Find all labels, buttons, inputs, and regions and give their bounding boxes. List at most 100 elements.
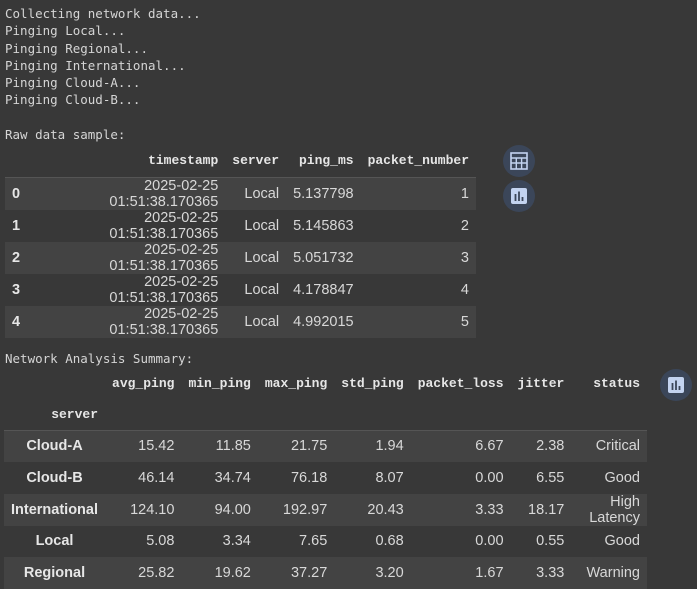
table-cell: 2025-02-25 01:51:38.170365: [27, 241, 226, 274]
table-cell: 76.18: [290, 469, 328, 486]
table-cell: Good: [604, 533, 640, 550]
log-line: Pinging Local...: [5, 23, 126, 39]
table-cell: 46.14: [138, 469, 175, 486]
table-cell: 0.00: [475, 533, 504, 550]
column-header: status: [593, 376, 640, 391]
bar-chart-icon: [668, 377, 684, 393]
table-cell: 2.38: [510, 430, 572, 462]
table-row: Cloud-A 15.42 11.85 21.75 1.94 6.67 2.38 Critic…: [4, 430, 647, 462]
table-cell: 0.00: [475, 469, 504, 486]
table-cell: 5.137798: [286, 177, 361, 210]
table-icon: [510, 152, 528, 170]
row-index: Regional: [4, 557, 106, 589]
column-header: max_ping: [264, 376, 328, 391]
row-index: 1: [12, 217, 21, 234]
table-cell: 4: [460, 281, 469, 298]
table-cell: High Latency: [571, 493, 647, 526]
table-cell: 21.75: [257, 430, 335, 462]
row-index: Cloud-B: [26, 469, 83, 486]
table-cell: 4.992015: [286, 305, 361, 338]
table-cell: 20.43: [334, 493, 411, 526]
log-line: Pinging International...: [5, 57, 186, 73]
table-view-button[interactable]: [503, 145, 535, 177]
column-header: server: [232, 152, 280, 168]
table-cell: 3.34: [222, 533, 251, 550]
table-cell: 2: [460, 217, 469, 234]
table-cell: 25.82: [105, 557, 182, 589]
column-header: std_ping: [341, 376, 404, 391]
log-line: Collecting network data...: [5, 6, 201, 21]
column-header: packet_loss: [417, 376, 504, 391]
table-cell: 15.42: [105, 430, 182, 462]
table-cell: 7.65: [299, 533, 328, 550]
table-cell: 8.07: [375, 469, 404, 486]
table-cell: 5: [360, 305, 476, 338]
column-header: [5, 144, 27, 177]
chart-suggest-button[interactable]: [503, 180, 535, 212]
table-cell: 0.68: [375, 533, 404, 550]
table-cell: 1: [360, 177, 476, 210]
table-cell: 192.97: [257, 493, 335, 526]
summary-title: Network Analysis Summary:: [5, 351, 194, 366]
chart-suggest-button-summary[interactable]: [660, 369, 692, 401]
row-index: 3: [12, 281, 21, 298]
table-row: International 124.10 94.00 192.97 20.43 3.33 1…: [4, 493, 647, 526]
row-index: 4: [5, 305, 28, 338]
table-row: 2 2025-02-25 01:51:38.170365 Local 5.051732…: [5, 241, 476, 274]
column-header: jitter: [517, 376, 565, 391]
table-cell: 2025-02-25 01:51:38.170365: [109, 273, 219, 306]
log-line: Pinging Regional...: [5, 40, 148, 56]
table-cell: 3.33: [410, 493, 511, 526]
row-index: Local: [35, 533, 74, 550]
table-row: 1 2025-02-25 01:51:38.170365 Local 5.145863…: [5, 210, 476, 242]
table-cell: 94.00: [181, 493, 258, 526]
table-cell: Local: [225, 177, 287, 210]
table-cell: 11.85: [181, 430, 258, 462]
table-cell: 3.33: [510, 557, 572, 589]
table-cell: 1.94: [334, 430, 411, 462]
summary-table: avg_ping min_ping max_ping std_ping pack…: [4, 368, 647, 589]
table-row: 0 2025-02-25 01:51:38.170365 Local 5.137798…: [5, 177, 476, 210]
table-cell: 34.74: [214, 469, 251, 486]
raw-title: Raw data sample:: [5, 127, 126, 142]
table-cell: 1.67: [410, 557, 511, 589]
table-cell: 3: [360, 241, 476, 274]
table-cell: 19.62: [181, 557, 258, 589]
row-index: International: [4, 493, 106, 526]
table-cell: Good: [604, 469, 640, 486]
bar-chart-icon: [511, 188, 527, 204]
index-header: server: [51, 406, 99, 422]
row-index: 2: [5, 241, 28, 274]
table-cell: Warning: [571, 557, 647, 589]
table-cell: 3.20: [334, 557, 411, 589]
table-cell: 6.55: [536, 469, 565, 486]
table-cell: 6.67: [410, 430, 511, 462]
table-cell: Local: [225, 241, 287, 274]
table-cell: 5.051732: [286, 241, 361, 274]
table-cell: 2025-02-25 01:51:38.170365: [27, 177, 226, 210]
log-line: Pinging Cloud-A...: [5, 75, 141, 91]
table-cell: 4.178847: [293, 281, 354, 298]
table-row: 4 2025-02-25 01:51:38.170365 Local 4.992015…: [5, 305, 476, 338]
table-cell: 0.55: [536, 533, 565, 550]
log-output: Collecting network data... Pinging Local.…: [5, 5, 201, 109]
table-row: Regional 25.82 19.62 37.27 3.20 1.67 3.33 Warni…: [4, 557, 647, 589]
table-cell: 5.08: [146, 533, 175, 550]
table-cell: 2025-02-25 01:51:38.170365: [109, 209, 219, 242]
column-header: avg_ping: [112, 376, 175, 391]
row-index: 0: [5, 177, 28, 210]
table-cell: 124.10: [105, 493, 182, 526]
table-row: 3 2025-02-25 01:51:38.170365 Local 4.178847…: [5, 274, 476, 306]
table-cell: 37.27: [257, 557, 335, 589]
table-row: Cloud-B 46.14 34.74 76.18 8.07 0.00 6.55 Good: [4, 462, 647, 494]
table-cell: Local: [225, 305, 287, 338]
table-cell: 2025-02-25 01:51:38.170365: [27, 305, 226, 338]
table-cell: Critical: [571, 430, 647, 462]
table-cell: 5.145863: [293, 217, 354, 234]
row-index: Cloud-A: [4, 430, 106, 462]
table-cell: Local: [244, 281, 280, 298]
column-header: packet_number: [367, 152, 469, 168]
table-cell: 18.17: [510, 493, 572, 526]
column-header: timestamp: [148, 152, 219, 168]
column-header: min_ping: [188, 376, 251, 391]
